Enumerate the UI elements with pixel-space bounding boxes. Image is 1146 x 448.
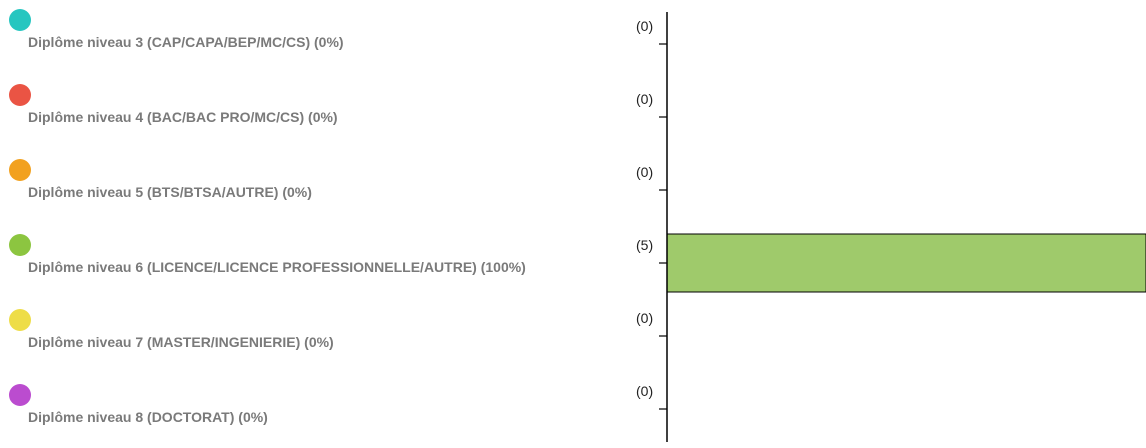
legend-label: Diplôme niveau 6 (LICENCE/LICENCE PROFES… <box>28 259 526 275</box>
legend-item: Diplôme niveau 4 (BAC/BAC PRO/MC/CS) (0%… <box>0 75 640 135</box>
legend-dot <box>9 9 31 31</box>
y-tick-label: (0) <box>636 18 653 34</box>
y-tick-label: (0) <box>636 383 653 399</box>
legend-label: Diplôme niveau 4 (BAC/BAC PRO/MC/CS) (0%… <box>28 109 338 125</box>
legend-item: Diplôme niveau 6 (LICENCE/LICENCE PROFES… <box>0 225 640 285</box>
y-tick-label: (0) <box>636 164 653 180</box>
y-tick-label: (0) <box>636 91 653 107</box>
bars-group <box>666 233 1146 293</box>
legend-dot <box>9 84 31 106</box>
legend-dot <box>9 384 31 406</box>
legend-label: Diplôme niveau 8 (DOCTORAT) (0%) <box>28 409 268 425</box>
legend: Diplôme niveau 3 (CAP/CAPA/BEP/MC/CS) (0… <box>0 0 640 435</box>
y-tick-label: (0) <box>636 310 653 326</box>
ticks-group: (0) (0) (0) (5) (0) (0) <box>636 18 667 410</box>
legend-label: Diplôme niveau 3 (CAP/CAPA/BEP/MC/CS) (0… <box>28 34 344 50</box>
legend-dot <box>9 309 31 331</box>
legend-item: Diplôme niveau 7 (MASTER/INGENIERIE) (0%… <box>0 300 640 360</box>
legend-dot <box>9 159 31 181</box>
legend-dot <box>9 234 31 256</box>
legend-item: Diplôme niveau 5 (BTS/BTSA/AUTRE) (0%) <box>0 150 640 210</box>
legend-label: Diplôme niveau 5 (BTS/BTSA/AUTRE) (0%) <box>28 184 312 200</box>
legend-label: Diplôme niveau 7 (MASTER/INGENIERIE) (0%… <box>28 334 334 350</box>
legend-item: Diplôme niveau 3 (CAP/CAPA/BEP/MC/CS) (0… <box>0 0 640 60</box>
legend-item: Diplôme niveau 8 (DOCTORAT) (0%) <box>0 375 640 435</box>
bar <box>666 233 1146 293</box>
y-tick-label: (5) <box>636 237 653 253</box>
